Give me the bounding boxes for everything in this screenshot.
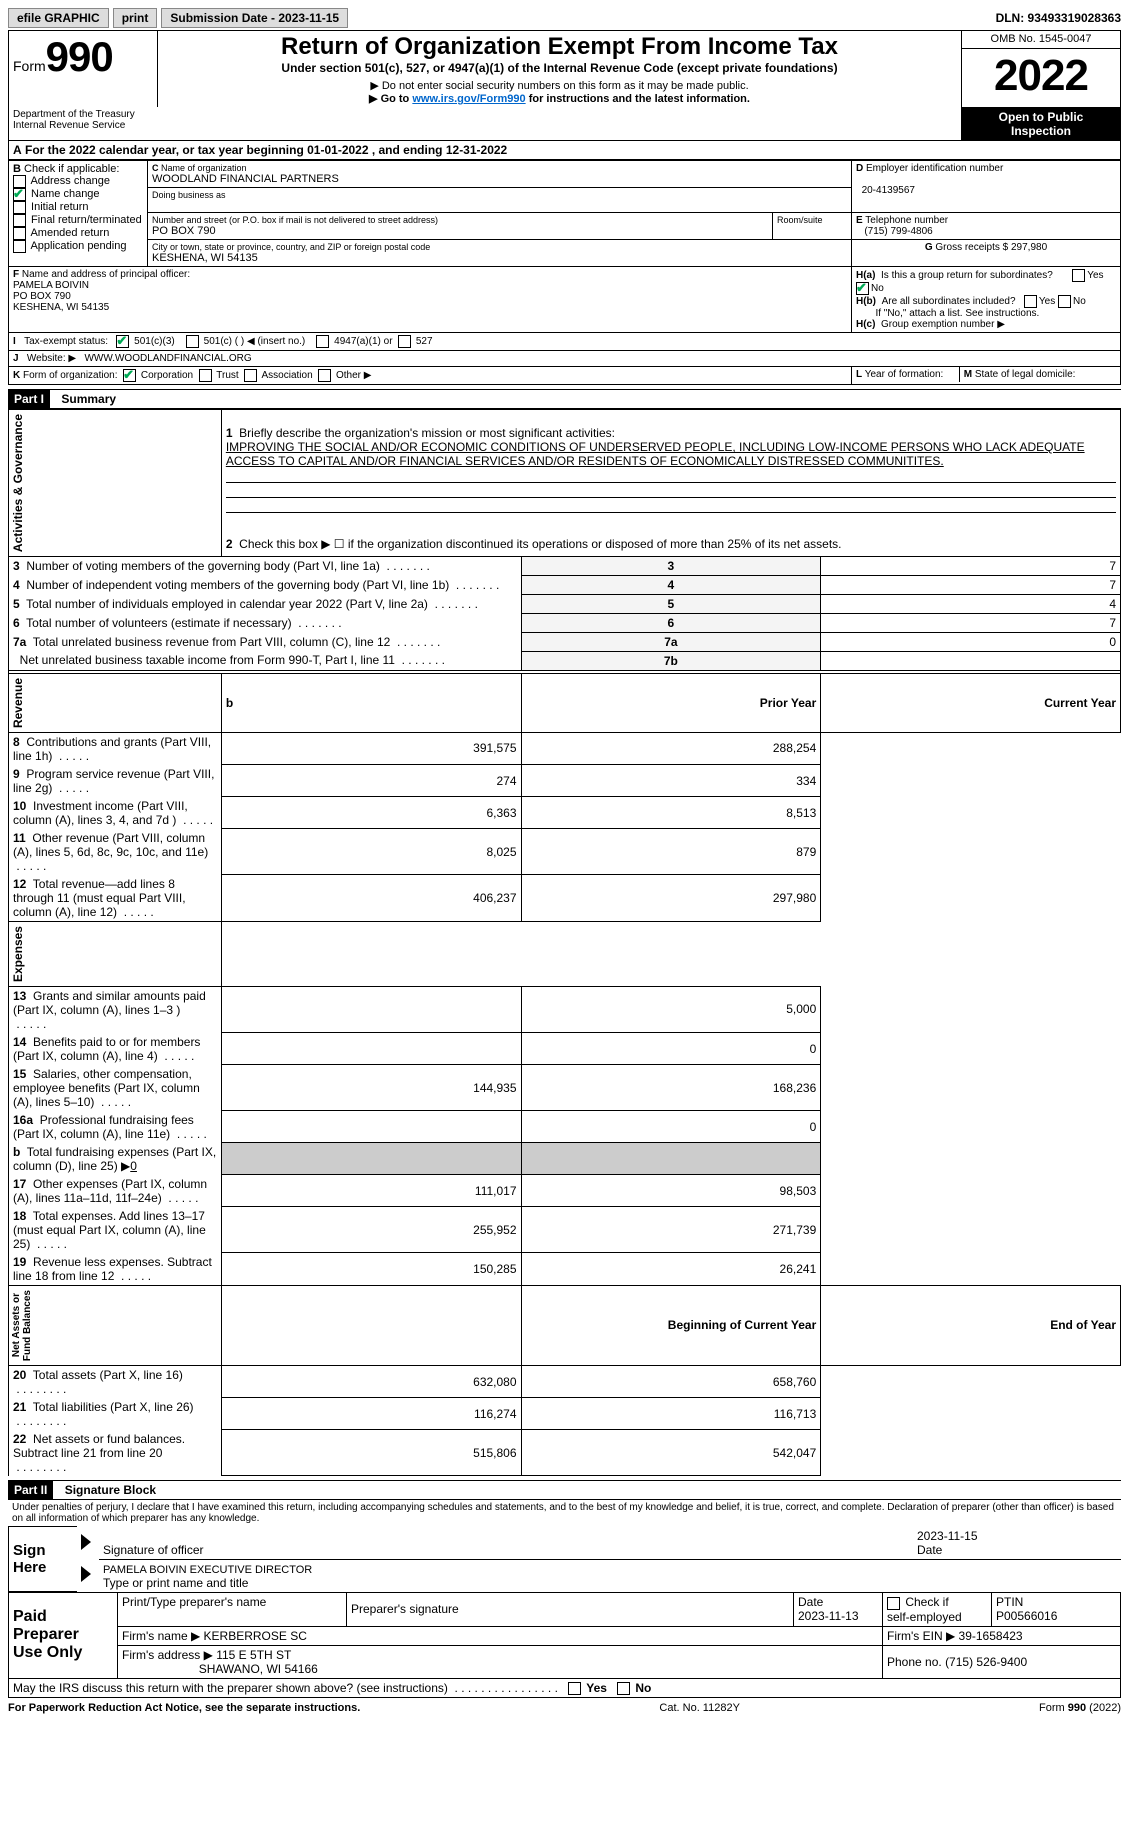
- arrow-icon: [81, 1566, 91, 1582]
- value: 7: [821, 613, 1121, 632]
- website: WWW.WOODLANDFINANCIAL.ORG: [84, 353, 251, 364]
- form-header: Form990 Return of Organization Exempt Fr…: [8, 30, 1121, 141]
- boy-value: 116,274: [221, 1398, 521, 1430]
- current-value: 168,236: [521, 1065, 821, 1111]
- prior-value: 150,285: [221, 1253, 521, 1286]
- current-value: 288,254: [521, 732, 821, 765]
- print-button[interactable]: print: [113, 8, 158, 28]
- note-link: ▶ Go to www.irs.gov/Form990 for instruct…: [162, 92, 957, 105]
- submission-date: Submission Date - 2023-11-15: [161, 8, 348, 28]
- prior-value: 406,237: [221, 875, 521, 922]
- value: 7: [821, 556, 1121, 575]
- checkbox[interactable]: [13, 240, 26, 253]
- part1-table: Activities & Governance 1 Briefly descri…: [8, 409, 1121, 1477]
- prior-value: [221, 1111, 521, 1143]
- street: PO BOX 790: [152, 225, 216, 237]
- side-ag: Activities & Governance: [9, 410, 27, 556]
- boy-value: 632,080: [221, 1365, 521, 1398]
- current-value: [521, 1143, 821, 1175]
- current-value: 5,000: [521, 986, 821, 1033]
- dln: DLN: 93493319028363: [996, 11, 1121, 25]
- eoy-value: 542,047: [521, 1430, 821, 1476]
- city: KESHENA, WI 54135: [152, 252, 258, 264]
- discuss-row: May the IRS discuss this return with the…: [8, 1679, 1121, 1698]
- part1-header: Part I Summary: [8, 389, 1121, 409]
- note-ssn: ▶ Do not enter social security numbers o…: [162, 79, 957, 92]
- current-value: 8,513: [521, 797, 821, 829]
- current-value: 297,980: [521, 875, 821, 922]
- part2-header: Part II Signature Block: [8, 1480, 1121, 1500]
- eoy-value: 116,713: [521, 1398, 821, 1430]
- top-toolbar: efile GRAPHIC print Submission Date - 20…: [8, 8, 1121, 28]
- boy-value: 515,806: [221, 1430, 521, 1476]
- efile-button[interactable]: efile GRAPHIC: [8, 8, 109, 28]
- dept-label: Department of the TreasuryInternal Reven…: [9, 107, 962, 140]
- value: 0: [821, 632, 1121, 651]
- side-exp: Expenses: [9, 922, 27, 986]
- prior-value: 391,575: [221, 732, 521, 765]
- ein: 20-4139567: [862, 185, 915, 196]
- current-value: 334: [521, 765, 821, 797]
- value: 4: [821, 594, 1121, 613]
- prior-value: 274: [221, 765, 521, 797]
- value: [821, 651, 1121, 670]
- jurat: Under penalties of perjury, I declare th…: [8, 1500, 1121, 1526]
- line-a: A For the 2022 calendar year, or tax yea…: [8, 141, 1121, 160]
- arrow-icon: [81, 1534, 91, 1550]
- tax-year: 2022: [962, 49, 1121, 107]
- checkbox[interactable]: [13, 188, 26, 201]
- current-value: 0: [521, 1033, 821, 1065]
- current-value: 879: [521, 829, 821, 875]
- prior-value: [221, 986, 521, 1033]
- current-value: 98,503: [521, 1175, 821, 1207]
- mission: IMPROVING THE SOCIAL AND/OR ECONOMIC CON…: [226, 440, 1085, 468]
- gross-receipts: 297,980: [1011, 242, 1047, 253]
- form-title: Return of Organization Exempt From Incom…: [162, 33, 957, 61]
- phone: (715) 799-4806: [864, 226, 932, 237]
- prior-value: 144,935: [221, 1065, 521, 1111]
- eoy-value: 658,760: [521, 1365, 821, 1398]
- current-value: 0: [521, 1111, 821, 1143]
- org-name: WOODLAND FINANCIAL PARTNERS: [152, 173, 339, 185]
- open-inspect: Open to PublicInspection: [962, 107, 1121, 140]
- current-value: 271,739: [521, 1207, 821, 1253]
- checkbox[interactable]: [13, 214, 26, 227]
- form-subtitle: Under section 501(c), 527, or 4947(a)(1)…: [162, 61, 957, 75]
- omb: OMB No. 1545-0047: [962, 31, 1121, 49]
- footer: For Paperwork Reduction Act Notice, see …: [8, 1702, 1121, 1714]
- sign-block: SignHere Signature of officer 2023-11-15…: [8, 1526, 1121, 1592]
- prior-value: 8,025: [221, 829, 521, 875]
- prior-value: [221, 1143, 521, 1175]
- prior-value: 255,952: [221, 1207, 521, 1253]
- checkbox[interactable]: [13, 201, 26, 214]
- checkbox[interactable]: [13, 227, 26, 240]
- side-rev: Revenue: [9, 674, 27, 732]
- form-label: Form990: [13, 58, 113, 74]
- irs-link[interactable]: www.irs.gov/Form990: [412, 93, 525, 105]
- prior-value: 111,017: [221, 1175, 521, 1207]
- side-net: Net Assets orFund Balances: [9, 1286, 35, 1365]
- preparer-block: PaidPreparerUse Only Print/Type preparer…: [8, 1592, 1121, 1678]
- prior-value: 6,363: [221, 797, 521, 829]
- entity-block: B Check if applicable: Address change Na…: [8, 160, 1121, 385]
- current-value: 26,241: [521, 1253, 821, 1286]
- prior-value: [221, 1033, 521, 1065]
- value: 7: [821, 575, 1121, 594]
